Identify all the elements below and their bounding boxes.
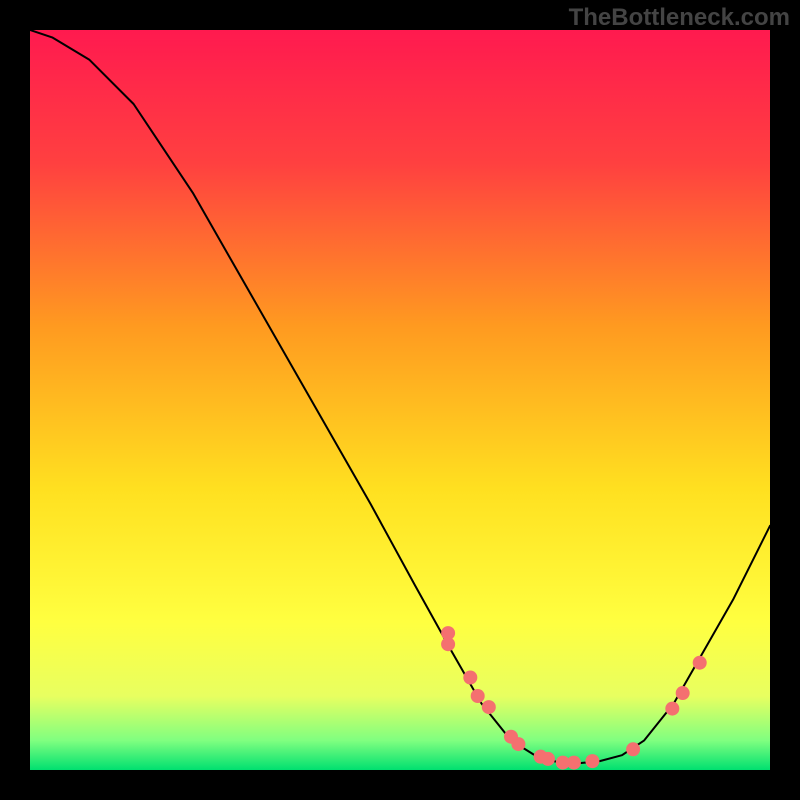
data-marker: [693, 656, 707, 670]
data-marker: [567, 756, 581, 770]
data-marker: [511, 737, 525, 751]
watermark-text: TheBottleneck.com: [569, 4, 790, 32]
data-marker: [463, 671, 477, 685]
data-marker: [471, 689, 485, 703]
data-marker: [665, 702, 679, 716]
data-marker: [482, 700, 496, 714]
plot-background: [30, 30, 770, 770]
data-marker: [441, 637, 455, 651]
data-marker: [585, 754, 599, 768]
chart-container: TheBottleneck.com: [0, 0, 800, 800]
data-marker: [541, 752, 555, 766]
chart-svg: [30, 30, 770, 770]
plot-area: [30, 30, 770, 770]
data-marker: [676, 686, 690, 700]
data-marker: [626, 742, 640, 756]
